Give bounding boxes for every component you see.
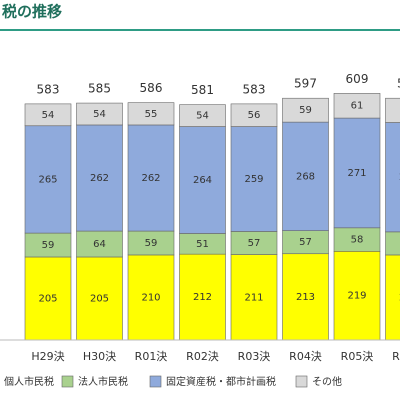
segment-label: 211 <box>244 292 263 303</box>
segment-label: 51 <box>196 239 209 250</box>
bar-segment <box>333 117 381 229</box>
segment-label: 57 <box>248 238 261 249</box>
total-label: 609 <box>346 72 369 86</box>
legend-label: その他 <box>312 375 342 388</box>
bar-segment <box>333 93 381 119</box>
chart-title: 税の推移 <box>2 3 62 21</box>
segment-label: 54 <box>196 111 209 122</box>
legend-swatch <box>149 375 162 388</box>
segment-label: 210 <box>399 292 400 303</box>
segment-label: 58 <box>351 235 364 246</box>
x-tick-label: R05決 <box>341 350 374 363</box>
legend-swatch <box>61 375 74 388</box>
total-label: 597 <box>397 77 400 91</box>
bar-segment <box>179 126 226 234</box>
x-tick-label: R01決 <box>135 350 168 363</box>
bar-segment <box>282 253 329 341</box>
segment-label: 54 <box>42 110 55 121</box>
bar-segment <box>282 97 329 123</box>
legend-swatch <box>295 375 308 388</box>
bar-segment <box>385 254 400 341</box>
bar-segment <box>76 256 123 341</box>
segment-label: 57 <box>299 237 312 248</box>
bar-segment <box>127 102 175 126</box>
segment-label: 270 <box>399 172 400 183</box>
segment-label: 210 <box>141 292 160 303</box>
bar-segment <box>76 124 123 232</box>
segment-label: 262 <box>90 173 109 184</box>
segment-label: 262 <box>141 173 160 184</box>
bar-segment <box>76 230 123 258</box>
x-tick-label: R03決 <box>238 350 271 363</box>
x-tick-label: H29決 <box>31 350 64 363</box>
bar-segment <box>76 102 123 126</box>
x-tick-label: R02決 <box>186 350 219 363</box>
segment-label: 56 <box>248 110 261 121</box>
segment-label: 205 <box>90 293 109 304</box>
bar-segment <box>230 103 278 127</box>
segment-label: 265 <box>38 174 57 185</box>
x-tick-label: R04決 <box>289 350 322 363</box>
bar-segment <box>333 251 381 341</box>
segment-label: 213 <box>296 292 315 303</box>
bar-segment <box>385 231 400 256</box>
legend-label: 固定資産税・都市計画税 <box>166 375 276 388</box>
total-label: 585 <box>88 82 111 96</box>
total-label: 586 <box>140 81 163 95</box>
bar-segment <box>385 97 400 123</box>
total-label: 583 <box>243 82 266 96</box>
x-tick-label: R06予 <box>392 350 400 363</box>
segment-label: 264 <box>193 175 212 186</box>
bar-segment <box>179 104 226 127</box>
bar-segment <box>385 122 400 233</box>
segment-label: 59 <box>299 105 312 116</box>
total-label: 581 <box>191 83 214 97</box>
segment-label: 259 <box>244 174 263 185</box>
bar-segment <box>127 254 175 341</box>
bar-segment <box>230 126 278 232</box>
legend-label: 法人市民税 <box>78 375 128 388</box>
segment-label: 205 <box>38 293 57 304</box>
bar-segment <box>230 254 278 341</box>
segment-label: 54 <box>93 109 106 120</box>
segment-label: 59 <box>145 238 158 249</box>
segment-label: 219 <box>347 291 366 302</box>
segment-label: 55 <box>145 109 158 120</box>
total-label: 597 <box>294 77 317 91</box>
bar-segment <box>127 124 175 232</box>
bar-segment <box>24 125 72 234</box>
segment-label: 212 <box>193 292 212 303</box>
segment-label: 61 <box>351 101 364 112</box>
legend-label: 個人市民税 <box>4 375 54 388</box>
bar-segment <box>24 103 72 127</box>
segment-label: 271 <box>347 168 366 179</box>
total-label: 583 <box>37 82 60 96</box>
segment-label: 59 <box>42 240 55 251</box>
bar-segment <box>282 121 329 231</box>
segment-label: 268 <box>296 171 315 182</box>
segment-label: 64 <box>93 239 106 250</box>
x-tick-label: H30決 <box>83 350 116 363</box>
